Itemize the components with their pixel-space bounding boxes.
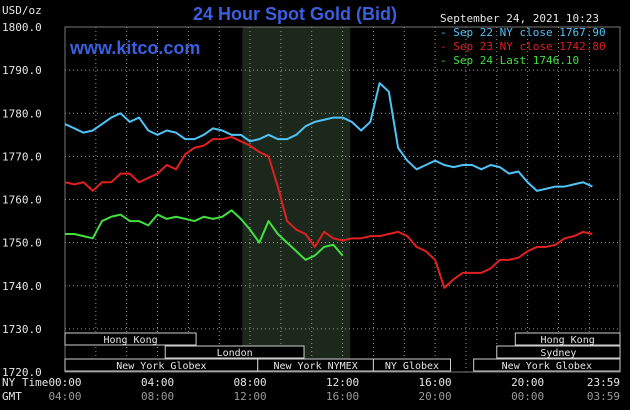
chart-title: 24 Hour Spot Gold (Bid) [193,4,397,24]
x-tick-ny-time: 08:00 [233,376,266,389]
session-bar [514,332,621,346]
session-label: Sydney [540,348,576,359]
x-tick-ny-time: 04:00 [141,376,174,389]
row-label-gmt: GMT [2,390,22,403]
legend-item-sep22: - Sep 22 NY close 1767.90 [440,26,606,39]
y-tick-label: 1770.0 [2,150,42,163]
session-label: NY Globex [385,361,439,372]
session-bar [496,345,621,359]
session-bar [473,358,621,372]
website-link[interactable]: www.kitco.com [70,38,201,58]
x-tick-gmt: 04:00 [48,390,81,403]
x-tick-ny-time: 12:00 [326,376,359,389]
x-tick-ny-time: 00:00 [48,376,81,389]
y-tick-label: 1720.0 [2,366,42,379]
x-tick-ny-time: 23:59 [587,376,620,389]
nymex-highlight [242,27,351,372]
y-tick-label: 1800.0 [2,21,42,34]
x-tick-gmt: 00:00 [511,390,544,403]
y-tick-label: 1730.0 [2,323,42,336]
legend-item-sep24: - Sep 24 Last 1746.10 [440,54,580,67]
x-tick-gmt: 16:00 [326,390,359,403]
session-label: New York Globex [502,361,592,372]
y-axis-unit: USD/oz [2,4,42,17]
x-tick-gmt: 20:00 [419,390,452,403]
x-tick-gmt: 12:00 [233,390,266,403]
x-tick-gmt: 03:59 [587,390,620,403]
row-label-ny-time: NY Time [2,376,48,389]
session-label: London [217,348,253,359]
session-bar [64,332,197,346]
session-bar [372,358,452,372]
y-tick-label: 1740.0 [2,280,42,293]
series-line-2 [64,135,593,289]
x-tick-ny-time: 20:00 [511,376,544,389]
session-label: Hong Kong [103,335,157,346]
legend-item-sep23: - Sep 23 NY close 1742.80 [440,40,606,53]
session-label: Hong Kong [541,335,595,346]
session-bar [164,345,305,359]
y-tick-label: 1760.0 [2,194,42,207]
plot-border [64,26,621,373]
legend: September 24, 2021 10:23 - Sep 22 NY clo… [440,12,606,68]
y-tick-label: 1780.0 [2,107,42,120]
session-label: New York NYMEX [273,361,357,372]
session-label: New York Globex [116,361,206,372]
series-line-3 [65,209,344,261]
x-tick-ny-time: 16:00 [419,376,452,389]
x-tick-gmt: 08:00 [141,390,174,403]
series-line-1 [64,82,593,192]
y-tick-label: 1750.0 [2,237,42,250]
timestamp: September 24, 2021 10:23 [440,12,599,25]
y-tick-label: 1790.0 [2,64,42,77]
